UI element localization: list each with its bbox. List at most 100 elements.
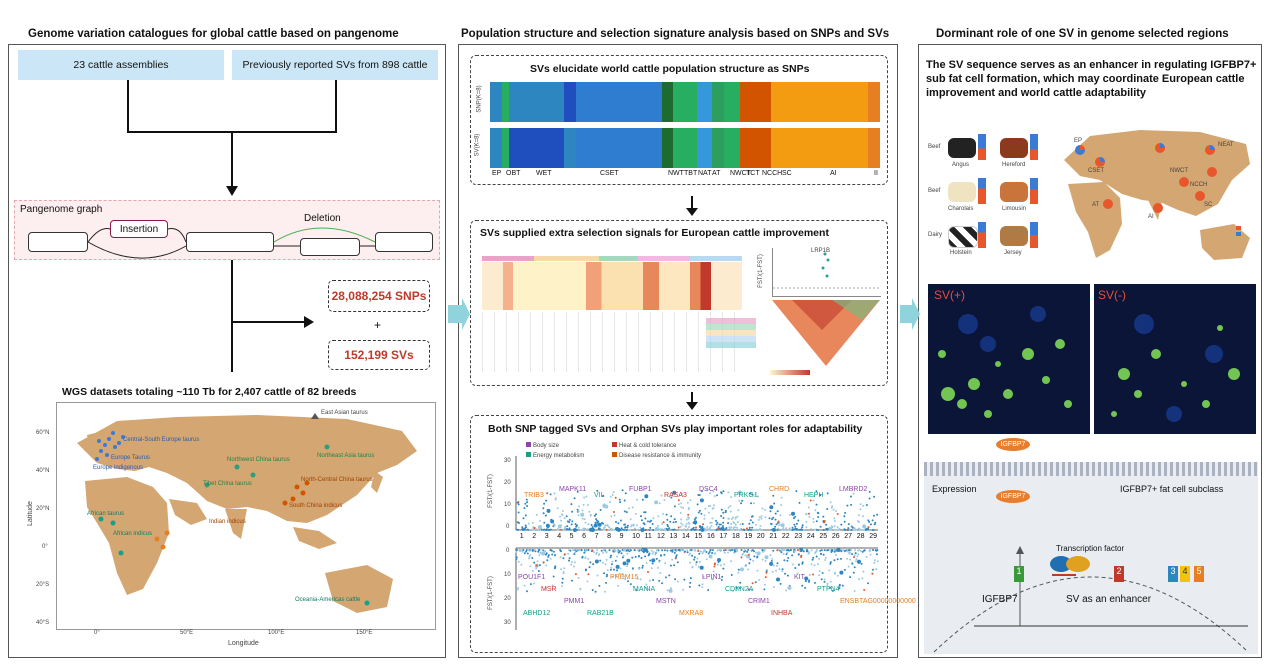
membrane bbox=[924, 462, 1258, 476]
expression-label: Expression bbox=[932, 484, 977, 494]
top-gene-label: HEPH bbox=[804, 492, 824, 499]
legend-body-size: Body size bbox=[533, 443, 560, 449]
chromosome-label: 1 bbox=[519, 533, 524, 540]
chromosome-label: 28 bbox=[856, 533, 865, 540]
right-statement: The SV sequence serves as an enhancer in… bbox=[926, 59, 1257, 99]
chromosome-label: 5 bbox=[569, 533, 574, 540]
p3-ylabel-bottom: FST/(1-FST) bbox=[487, 576, 494, 610]
bottom-gene-label: LPIN1 bbox=[702, 574, 722, 581]
bottom-gene-label: MSTN bbox=[656, 598, 676, 605]
admixture-sv bbox=[490, 128, 880, 168]
top-gene-label: RASA3 bbox=[664, 492, 687, 499]
p3-title: Both SNP tagged SVs and Orphan SVs play … bbox=[488, 423, 863, 435]
lon-tick-2: 100°E bbox=[268, 630, 285, 636]
chromosome-label: 20 bbox=[756, 533, 765, 540]
bottom-ytick-0: 0 bbox=[506, 548, 510, 554]
chromosome-label: 25 bbox=[819, 533, 828, 540]
cow-jersey bbox=[1000, 226, 1028, 246]
pop-label: AI bbox=[830, 170, 837, 177]
bottom-gene-label: MXRA8 bbox=[679, 610, 704, 617]
top-ytick-3: 30 bbox=[504, 458, 511, 464]
bottom-gene-label: KIT bbox=[794, 574, 805, 581]
assemblies-box: 23 cattle assemblies bbox=[18, 50, 224, 80]
pop-label: NCCH bbox=[762, 170, 783, 177]
top-gene-label: DSC4 bbox=[699, 486, 718, 493]
right-map-label-1: CSET bbox=[1088, 168, 1105, 174]
p3-ylabel-top: FST/(1-FST) bbox=[487, 474, 494, 508]
lon-tick-3: 150°E bbox=[356, 630, 373, 636]
chromosome-label: 8 bbox=[607, 533, 612, 540]
pangenome-graph-title: Pangenome graph bbox=[20, 204, 103, 215]
pop-label: EP bbox=[492, 170, 502, 177]
chromosome-label: 3 bbox=[544, 533, 549, 540]
map-ylabel: Latitude bbox=[26, 501, 34, 526]
ex-2: 2 bbox=[1114, 566, 1124, 582]
top-gene-label: TRIB3 bbox=[524, 492, 544, 499]
right-map-label-3: NCCH bbox=[1190, 182, 1208, 188]
map-label-11: Oceania-Americas cattle bbox=[295, 597, 361, 603]
bottom-gene-label: PMM1 bbox=[564, 598, 585, 605]
reported-svs-box: Previously reported SVs from 898 cattle bbox=[232, 50, 438, 80]
top-ytick-0: 0 bbox=[506, 524, 510, 530]
chromosome-label: 18 bbox=[731, 533, 740, 540]
pop-label: WET bbox=[536, 170, 552, 177]
bottom-gene-label: INHBA bbox=[771, 610, 793, 617]
bottom-gene-label: MANIA bbox=[633, 586, 656, 593]
bottom-gene-label: ABHD12 bbox=[523, 610, 551, 617]
plus-sign: + bbox=[374, 318, 382, 332]
map-label-5: Tibet China taurus bbox=[203, 481, 252, 487]
right-map-label-4: AT bbox=[1092, 202, 1100, 208]
chromosome-label: 11 bbox=[644, 533, 652, 540]
bottom-gene-label: CDKN2A bbox=[725, 586, 754, 593]
p1-title: SVs elucidate world cattle population st… bbox=[530, 63, 810, 75]
ld-heatmap bbox=[772, 300, 880, 366]
map-label-0: Central-South Europe taurus bbox=[123, 437, 200, 443]
p1-pop-labels: EP OBT WET CSET NWT TBT NAT AT NWCT TCT … bbox=[490, 170, 880, 182]
insertion-node: Insertion bbox=[110, 220, 168, 238]
row-label-dairy: Dairy bbox=[928, 232, 943, 238]
sv-minus-label: SV(-) bbox=[1098, 288, 1126, 302]
top-gene-label: LMBRD2 bbox=[839, 486, 868, 493]
map-label-3: Northeast Asia taurus bbox=[317, 453, 375, 459]
top-gene-label: MAPK11 bbox=[559, 486, 587, 493]
p2-title: SVs supplied extra selection signals for… bbox=[480, 227, 829, 239]
ex-3: 3 bbox=[1168, 566, 1178, 582]
world-map: East Asian taurus Central-South Europe t… bbox=[56, 402, 436, 630]
right-title: Dorminant role of one SV in genome selec… bbox=[936, 28, 1229, 40]
lat-tick-2: 20°N bbox=[36, 506, 50, 512]
cow-holstein bbox=[948, 226, 978, 248]
bar-angus bbox=[978, 134, 986, 160]
chromosome-label: 2 bbox=[532, 533, 537, 540]
legend-energy: Energy metabolism bbox=[533, 453, 585, 459]
map-label-7: South China indicus bbox=[289, 503, 343, 509]
bar-jersey bbox=[1030, 222, 1038, 248]
ex-1: 1 bbox=[1014, 566, 1024, 582]
ld-colorbar bbox=[770, 370, 810, 375]
map-xlabel: Longitude bbox=[228, 640, 259, 647]
fst-manhattan-small: LRP1B bbox=[772, 248, 881, 297]
population-structure-panel bbox=[470, 55, 888, 185]
pop-label: II bbox=[874, 170, 878, 177]
sv-plus-label: SV(+) bbox=[934, 288, 966, 302]
enhancer-line bbox=[1052, 574, 1076, 576]
bottom-ytick-3: 30 bbox=[504, 620, 511, 626]
bottom-gene-label: CRIM1 bbox=[748, 598, 770, 605]
map-label-10: African indicus bbox=[113, 531, 153, 537]
lat-tick-5: 40°S bbox=[36, 620, 50, 626]
right-map-label-0: EP bbox=[1074, 138, 1083, 144]
cow-limousin bbox=[1000, 182, 1028, 202]
map-label-4: Northwest China taurus bbox=[227, 457, 290, 463]
insertion-label: Insertion bbox=[119, 223, 159, 235]
right-map-label-6: SC bbox=[1204, 202, 1213, 208]
map-label-1: Europe Taurus bbox=[111, 455, 150, 461]
bottom-gene-label: ENSBTAG00000000000 bbox=[840, 598, 916, 605]
top-gene-label: CHRD bbox=[769, 486, 790, 493]
bar-hereford bbox=[1030, 134, 1038, 160]
snps-count-box: 28,088,254 SNPs bbox=[328, 280, 430, 312]
chromosome-label: 27 bbox=[844, 533, 853, 540]
lat-tick-4: 20°S bbox=[36, 582, 50, 588]
graph-node-2 bbox=[186, 232, 274, 252]
top-gene-label: FUBP1 bbox=[629, 486, 652, 493]
breed-holstein: Holstein bbox=[950, 250, 972, 256]
chromosome-label: 22 bbox=[781, 533, 790, 540]
